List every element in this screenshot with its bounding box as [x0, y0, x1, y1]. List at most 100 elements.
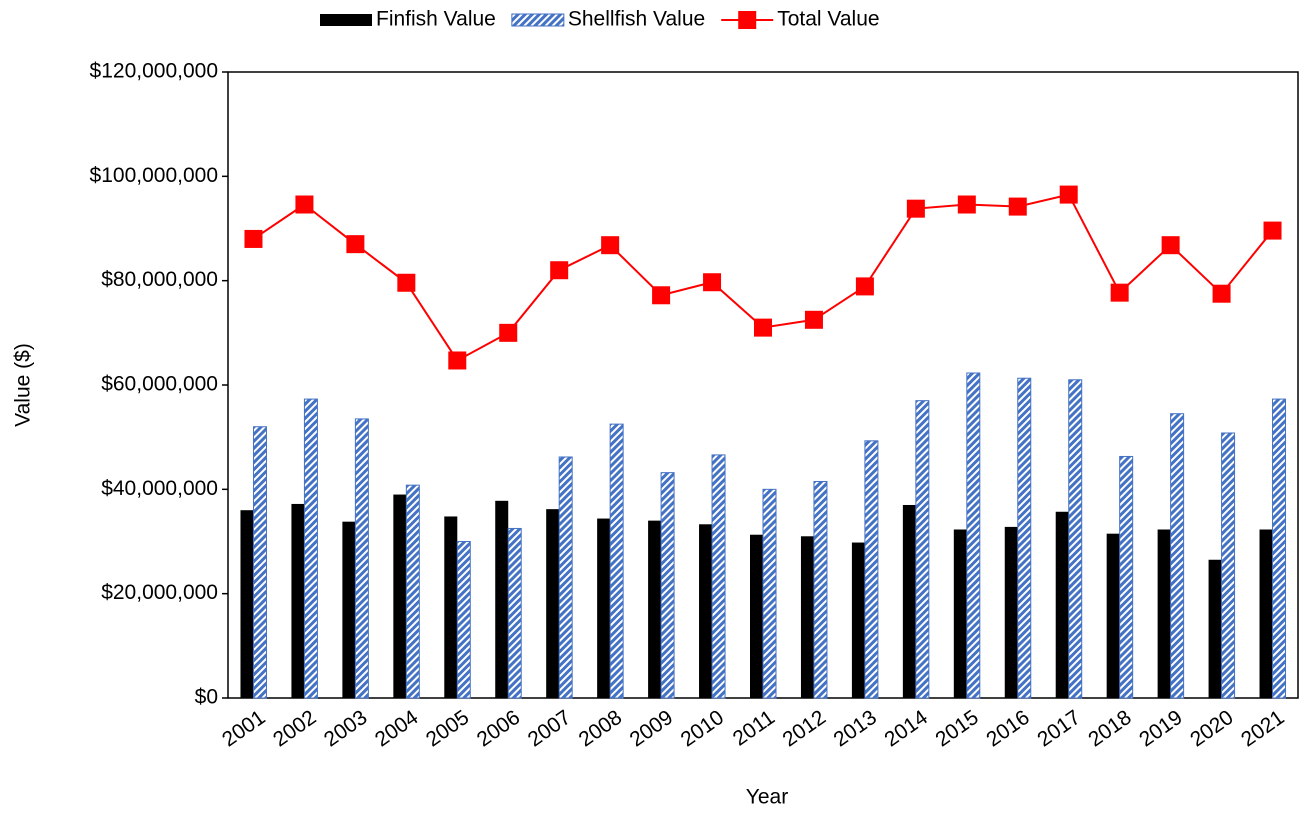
bar — [597, 518, 611, 698]
x-tick-label: 2019 — [1135, 706, 1186, 752]
x-tick-label: 2017 — [1033, 706, 1084, 752]
bar — [291, 503, 305, 698]
x-tick-label: 2010 — [677, 706, 728, 752]
bar — [558, 456, 573, 699]
bar — [902, 504, 916, 698]
y-tick-label: $80,000,000 — [101, 268, 218, 291]
bar — [1157, 529, 1171, 698]
marker — [295, 195, 314, 214]
x-tick-label: 2004 — [371, 706, 423, 752]
bar — [864, 440, 879, 699]
marker — [1008, 197, 1027, 216]
y-tick-label: $60,000,000 — [101, 373, 218, 396]
bar — [495, 500, 509, 698]
bar — [750, 534, 763, 698]
x-tick-label: 2016 — [982, 706, 1033, 752]
bar — [393, 494, 407, 698]
x-tick-label: 2015 — [931, 706, 982, 752]
marker — [1212, 284, 1231, 303]
x-tick-label: 2001 — [218, 706, 269, 752]
bar — [1208, 559, 1222, 698]
y-tick-label: $40,000,000 — [101, 477, 218, 500]
bar — [354, 418, 369, 699]
x-tick-label: 2007 — [524, 706, 575, 752]
bar — [762, 488, 777, 699]
y-tick-label: $100,000,000 — [90, 164, 218, 187]
marker — [346, 235, 365, 254]
bar — [456, 541, 471, 699]
marker — [1059, 185, 1078, 204]
bar — [252, 426, 267, 699]
bar — [609, 423, 624, 699]
bar — [1106, 533, 1120, 698]
bar — [1272, 398, 1287, 699]
marker — [804, 310, 823, 329]
x-tick-label: 2013 — [829, 706, 880, 752]
marker — [499, 323, 518, 342]
marker — [1263, 221, 1282, 240]
legend-label: Finfish Value — [376, 8, 496, 31]
bar — [240, 510, 254, 698]
x-tick-label: 2002 — [269, 706, 320, 752]
x-tick-label: 2014 — [880, 706, 932, 752]
marker — [550, 261, 569, 280]
bar — [444, 516, 458, 698]
legend-swatch — [738, 11, 757, 29]
x-tick-label: 2005 — [422, 706, 473, 752]
marker — [703, 273, 722, 292]
bar — [966, 372, 981, 699]
marker — [754, 318, 772, 337]
bar — [405, 484, 420, 699]
bar — [1119, 455, 1134, 699]
x-axis-label: Year — [746, 786, 788, 809]
x-tick-label: 2003 — [320, 706, 371, 752]
bar — [507, 527, 522, 699]
bar — [1004, 526, 1018, 698]
legend-swatch — [320, 14, 372, 26]
bar — [915, 400, 930, 699]
legend-label: Shellfish Value — [568, 8, 705, 31]
x-tick-label: 2011 — [729, 706, 779, 751]
bar — [1055, 511, 1069, 698]
bar — [711, 454, 726, 699]
marker — [1110, 283, 1129, 302]
bar — [1017, 377, 1032, 699]
bar — [800, 536, 814, 698]
y-tick-label: $120,000,000 — [90, 60, 218, 83]
marker — [601, 236, 620, 255]
marker — [652, 286, 671, 305]
marker — [397, 273, 416, 292]
x-tick-label: 2006 — [473, 706, 524, 752]
legend-swatch — [511, 13, 565, 27]
bar — [953, 529, 967, 698]
x-tick-label: 2009 — [626, 706, 677, 752]
y-tick-label: $20,000,000 — [101, 581, 218, 604]
bar — [1259, 529, 1273, 698]
legend-label: Total Value — [777, 8, 879, 31]
x-tick-label: 2008 — [575, 706, 626, 752]
marker — [448, 351, 467, 370]
marker — [1161, 236, 1180, 255]
bar — [813, 481, 828, 699]
bar — [648, 520, 662, 698]
marker — [957, 195, 976, 214]
x-tick-label: 2020 — [1186, 706, 1237, 752]
marker — [244, 229, 263, 248]
y-axis-label: Value ($) — [12, 343, 35, 427]
x-tick-label: 2012 — [779, 706, 830, 752]
bar — [1221, 432, 1236, 699]
bar — [660, 472, 675, 699]
x-tick-label: 2021 — [1237, 706, 1288, 752]
bar — [1170, 413, 1185, 699]
bar — [699, 524, 713, 698]
marker — [855, 277, 874, 296]
marker — [906, 199, 925, 218]
bar — [303, 398, 318, 699]
bar — [546, 509, 560, 698]
bar — [851, 542, 865, 698]
y-tick-label: $0 — [195, 686, 218, 709]
bar — [1068, 379, 1083, 699]
bar — [342, 521, 356, 698]
x-tick-label: 2018 — [1084, 706, 1135, 752]
